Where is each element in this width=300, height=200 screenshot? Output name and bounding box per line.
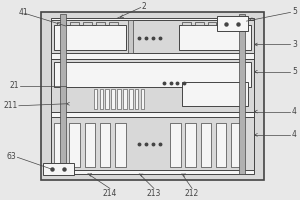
Bar <box>60 14 66 174</box>
Bar <box>54 123 65 167</box>
Bar <box>96 22 105 25</box>
Bar <box>54 25 126 50</box>
Bar <box>239 14 245 174</box>
Bar <box>170 123 181 167</box>
Text: 2: 2 <box>141 2 146 11</box>
Bar <box>179 25 251 50</box>
Bar <box>128 20 133 53</box>
Bar <box>217 16 248 31</box>
Bar <box>83 22 92 25</box>
Bar <box>220 22 230 25</box>
Bar <box>94 89 97 109</box>
Bar <box>85 123 95 167</box>
Bar <box>115 123 126 167</box>
Bar <box>41 12 264 180</box>
Bar <box>109 22 118 25</box>
Bar <box>111 89 115 109</box>
Text: 41: 41 <box>19 8 28 17</box>
Text: 4: 4 <box>292 130 297 139</box>
Bar <box>51 59 254 112</box>
Bar <box>43 163 74 175</box>
Bar <box>195 22 204 25</box>
Text: 5: 5 <box>292 7 297 16</box>
Bar <box>233 22 242 25</box>
Bar <box>69 123 80 167</box>
Bar <box>182 22 191 25</box>
Text: 5: 5 <box>292 67 297 76</box>
Bar <box>185 123 196 167</box>
Bar <box>182 82 248 106</box>
Bar <box>216 123 226 167</box>
Text: 21: 21 <box>9 81 19 90</box>
Bar <box>106 89 109 109</box>
Bar <box>135 89 138 109</box>
Bar <box>100 123 110 167</box>
Bar <box>100 89 103 109</box>
Bar <box>57 22 66 25</box>
Text: 211: 211 <box>3 101 17 110</box>
Bar <box>231 123 242 167</box>
Bar <box>129 89 133 109</box>
Text: 214: 214 <box>103 189 117 198</box>
Bar <box>51 20 254 53</box>
Bar <box>141 89 144 109</box>
Text: 213: 213 <box>147 189 161 198</box>
Bar <box>51 117 254 170</box>
Text: 4: 4 <box>292 107 297 116</box>
Text: 212: 212 <box>185 189 199 198</box>
Bar <box>201 123 211 167</box>
Bar <box>208 22 217 25</box>
Bar <box>123 89 127 109</box>
Text: 3: 3 <box>292 40 297 49</box>
Text: 63: 63 <box>6 152 16 161</box>
Bar <box>54 62 251 87</box>
Bar <box>51 18 254 174</box>
Bar <box>117 89 121 109</box>
Bar <box>70 22 79 25</box>
